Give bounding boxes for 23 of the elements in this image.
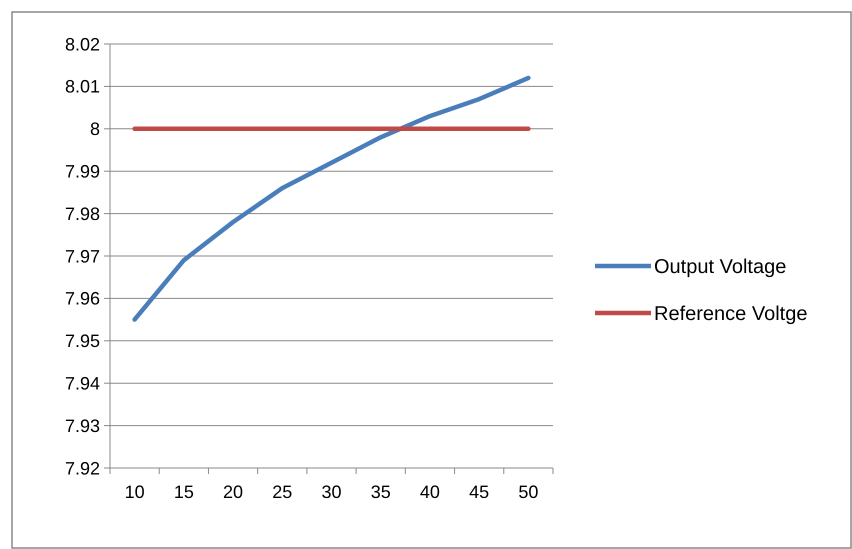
y-tick-label: 7.93 — [64, 416, 100, 436]
x-tick-label: 15 — [174, 482, 194, 502]
x-tick-label: 50 — [518, 482, 538, 502]
x-tick-label: 25 — [272, 482, 292, 502]
y-tick-label: 7.97 — [64, 246, 100, 266]
x-tick-label: 10 — [124, 482, 145, 502]
x-tick-label: 40 — [420, 482, 440, 502]
legend-label: Output Voltage — [654, 256, 786, 278]
y-tick-label: 8 — [90, 119, 100, 140]
x-tick-label: 45 — [469, 482, 490, 502]
legend-label: Reference Voltge — [654, 303, 808, 325]
y-tick-label: 7.96 — [64, 288, 100, 309]
y-tick-label: 7.94 — [64, 374, 100, 394]
y-tick-label: 8.02 — [64, 34, 100, 54]
y-tick-label: 7.92 — [64, 458, 100, 478]
y-tick-label: 7.98 — [64, 204, 100, 224]
y-tick-label: 7.99 — [64, 162, 100, 182]
x-tick-label: 35 — [370, 482, 391, 502]
line-series — [132, 76, 531, 322]
x-tick-label: 20 — [223, 482, 244, 502]
x-tick-label: 30 — [321, 482, 342, 502]
y-tick-label: 7.95 — [64, 331, 100, 352]
y-tick-label: 8.01 — [64, 76, 100, 97]
